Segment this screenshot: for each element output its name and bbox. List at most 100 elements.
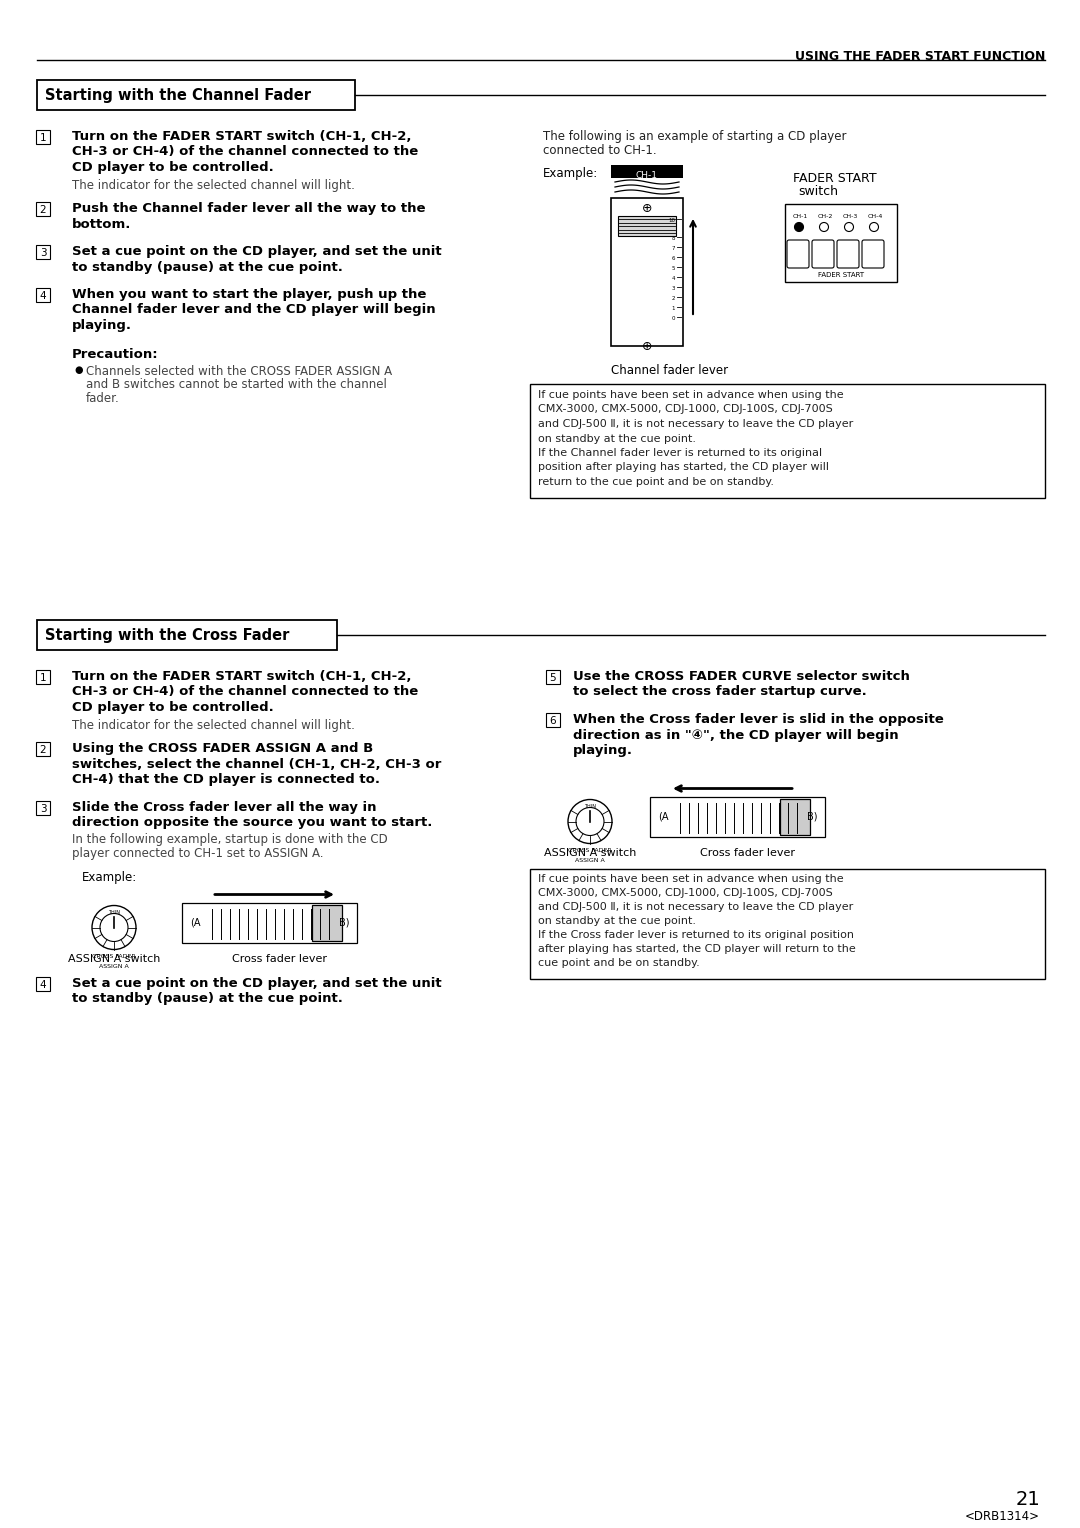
Bar — [36, 743, 50, 756]
Text: 2: 2 — [40, 205, 46, 215]
Text: ●: ● — [75, 365, 82, 374]
Bar — [618, 215, 676, 235]
Text: to standby (pause) at the cue point.: to standby (pause) at the cue point. — [72, 260, 342, 274]
Text: CMX-3000, CMX-5000, CDJ-1000, CDJ-100S, CDJ-700S: CMX-3000, CMX-5000, CDJ-1000, CDJ-100S, … — [538, 405, 833, 414]
Text: 3: 3 — [40, 248, 46, 258]
Circle shape — [795, 223, 804, 232]
Text: 3: 3 — [40, 804, 46, 813]
Text: Using the CROSS FADER ASSIGN A and B: Using the CROSS FADER ASSIGN A and B — [72, 743, 374, 755]
Bar — [530, 384, 1045, 498]
Bar — [312, 905, 342, 941]
Text: ⊕: ⊕ — [642, 202, 652, 215]
Text: CMX-3000, CMX-5000, CDJ-1000, CDJ-100S, CDJ-700S: CMX-3000, CMX-5000, CDJ-1000, CDJ-100S, … — [538, 888, 833, 898]
Text: connected to CH-1.: connected to CH-1. — [543, 144, 657, 156]
Text: 6: 6 — [672, 257, 675, 261]
Text: The following is an example of starting a CD player: The following is an example of starting … — [543, 130, 847, 144]
Bar — [36, 202, 50, 215]
Text: B): B) — [338, 917, 349, 927]
Text: Channels selected with the CROSS FADER ASSIGN A: Channels selected with the CROSS FADER A… — [86, 365, 392, 377]
Text: CH-4: CH-4 — [868, 214, 883, 219]
Bar — [785, 205, 897, 283]
Text: 6: 6 — [550, 717, 556, 726]
Text: 1: 1 — [40, 672, 46, 683]
Text: <DRB1314>: <DRB1314> — [966, 1510, 1040, 1523]
Text: ASSIGN A switch: ASSIGN A switch — [544, 848, 636, 859]
Bar — [36, 801, 50, 814]
FancyBboxPatch shape — [837, 240, 859, 267]
Text: return to the cue point and be on standby.: return to the cue point and be on standb… — [538, 477, 774, 487]
Text: 4: 4 — [40, 290, 46, 301]
Text: Starting with the Channel Fader: Starting with the Channel Fader — [45, 89, 311, 102]
Text: CD player to be controlled.: CD player to be controlled. — [72, 701, 273, 714]
Text: FADER START: FADER START — [793, 173, 877, 185]
FancyBboxPatch shape — [862, 240, 885, 267]
Text: Example:: Example: — [543, 167, 598, 180]
Text: If cue points have been set in advance when using the: If cue points have been set in advance w… — [538, 874, 843, 885]
Text: Set a cue point on the CD player, and set the unit: Set a cue point on the CD player, and se… — [72, 244, 442, 258]
Text: Precaution:: Precaution: — [72, 348, 159, 362]
Text: When the Cross fader lever is slid in the opposite: When the Cross fader lever is slid in th… — [573, 714, 944, 726]
Bar — [530, 868, 1045, 978]
Text: The indicator for the selected channel will light.: The indicator for the selected channel w… — [72, 718, 355, 732]
Circle shape — [820, 223, 828, 232]
Text: THIN: THIN — [108, 909, 120, 914]
Text: Slide the Cross fader lever all the way in: Slide the Cross fader lever all the way … — [72, 801, 377, 813]
Text: 4: 4 — [40, 979, 46, 990]
Text: FADER START: FADER START — [818, 272, 864, 278]
Text: CH-3 or CH-4) of the channel connected to the: CH-3 or CH-4) of the channel connected t… — [72, 686, 418, 698]
Circle shape — [100, 914, 129, 941]
Circle shape — [845, 223, 853, 232]
Text: CROSS FADER: CROSS FADER — [568, 848, 611, 853]
Text: playing.: playing. — [573, 744, 633, 756]
Text: 4: 4 — [672, 277, 675, 281]
Text: cue point and be on standby.: cue point and be on standby. — [538, 958, 700, 969]
Bar — [611, 199, 683, 345]
Text: CH-2: CH-2 — [818, 214, 834, 219]
Circle shape — [92, 906, 136, 949]
Text: (A: (A — [658, 811, 669, 822]
Text: 21: 21 — [1015, 1490, 1040, 1510]
Text: If the Channel fader lever is returned to its original: If the Channel fader lever is returned t… — [538, 448, 822, 458]
Text: Push the Channel fader lever all the way to the: Push the Channel fader lever all the way… — [72, 202, 426, 215]
Text: to standby (pause) at the cue point.: to standby (pause) at the cue point. — [72, 992, 342, 1005]
Text: CD player to be controlled.: CD player to be controlled. — [72, 160, 273, 174]
Text: The indicator for the selected channel will light.: The indicator for the selected channel w… — [72, 179, 355, 191]
Text: (A: (A — [190, 917, 201, 927]
Text: 1: 1 — [672, 306, 675, 312]
Text: Example:: Example: — [82, 871, 137, 883]
Text: Turn on the FADER START switch (CH-1, CH-2,: Turn on the FADER START switch (CH-1, CH… — [72, 669, 411, 683]
Bar — [36, 669, 50, 685]
Bar — [183, 903, 357, 943]
Text: player connected to CH-1 set to ASSIGN A.: player connected to CH-1 set to ASSIGN A… — [72, 847, 324, 860]
FancyBboxPatch shape — [787, 240, 809, 267]
Text: CH-1: CH-1 — [636, 171, 658, 180]
Bar — [546, 714, 561, 727]
Text: B): B) — [807, 811, 816, 822]
Text: playing.: playing. — [72, 319, 132, 332]
Text: Set a cue point on the CD player, and set the unit: Set a cue point on the CD player, and se… — [72, 976, 442, 990]
Text: 1: 1 — [40, 133, 46, 144]
Text: 5: 5 — [672, 266, 675, 270]
Text: If cue points have been set in advance when using the: If cue points have been set in advance w… — [538, 390, 843, 400]
Circle shape — [869, 223, 878, 232]
Text: ASSIGN A: ASSIGN A — [99, 964, 129, 969]
Text: Channel fader lever: Channel fader lever — [611, 364, 728, 377]
Text: position after playing has started, the CD player will: position after playing has started, the … — [538, 463, 829, 472]
Text: direction as in "④", the CD player will begin: direction as in "④", the CD player will … — [573, 729, 899, 741]
Text: Starting with the Cross Fader: Starting with the Cross Fader — [45, 628, 289, 643]
Text: on standby at the cue point.: on standby at the cue point. — [538, 917, 696, 926]
Text: ASSIGN A: ASSIGN A — [576, 857, 605, 862]
Text: 3: 3 — [672, 286, 675, 290]
Text: USING THE FADER START FUNCTION: USING THE FADER START FUNCTION — [795, 50, 1045, 63]
Text: THIN: THIN — [584, 804, 596, 808]
Text: after playing has started, the CD player will return to the: after playing has started, the CD player… — [538, 944, 855, 955]
Text: Use the CROSS FADER CURVE selector switch: Use the CROSS FADER CURVE selector switc… — [573, 669, 909, 683]
Text: ASSIGN A switch: ASSIGN A switch — [68, 955, 160, 964]
Text: switch: switch — [798, 185, 838, 199]
Text: and B switches cannot be started with the channel: and B switches cannot be started with th… — [86, 379, 387, 391]
Text: In the following example, startup is done with the CD: In the following example, startup is don… — [72, 833, 388, 847]
Circle shape — [568, 799, 612, 843]
Bar — [650, 796, 825, 836]
Text: CROSS FADER: CROSS FADER — [92, 953, 136, 958]
Bar — [37, 620, 337, 649]
